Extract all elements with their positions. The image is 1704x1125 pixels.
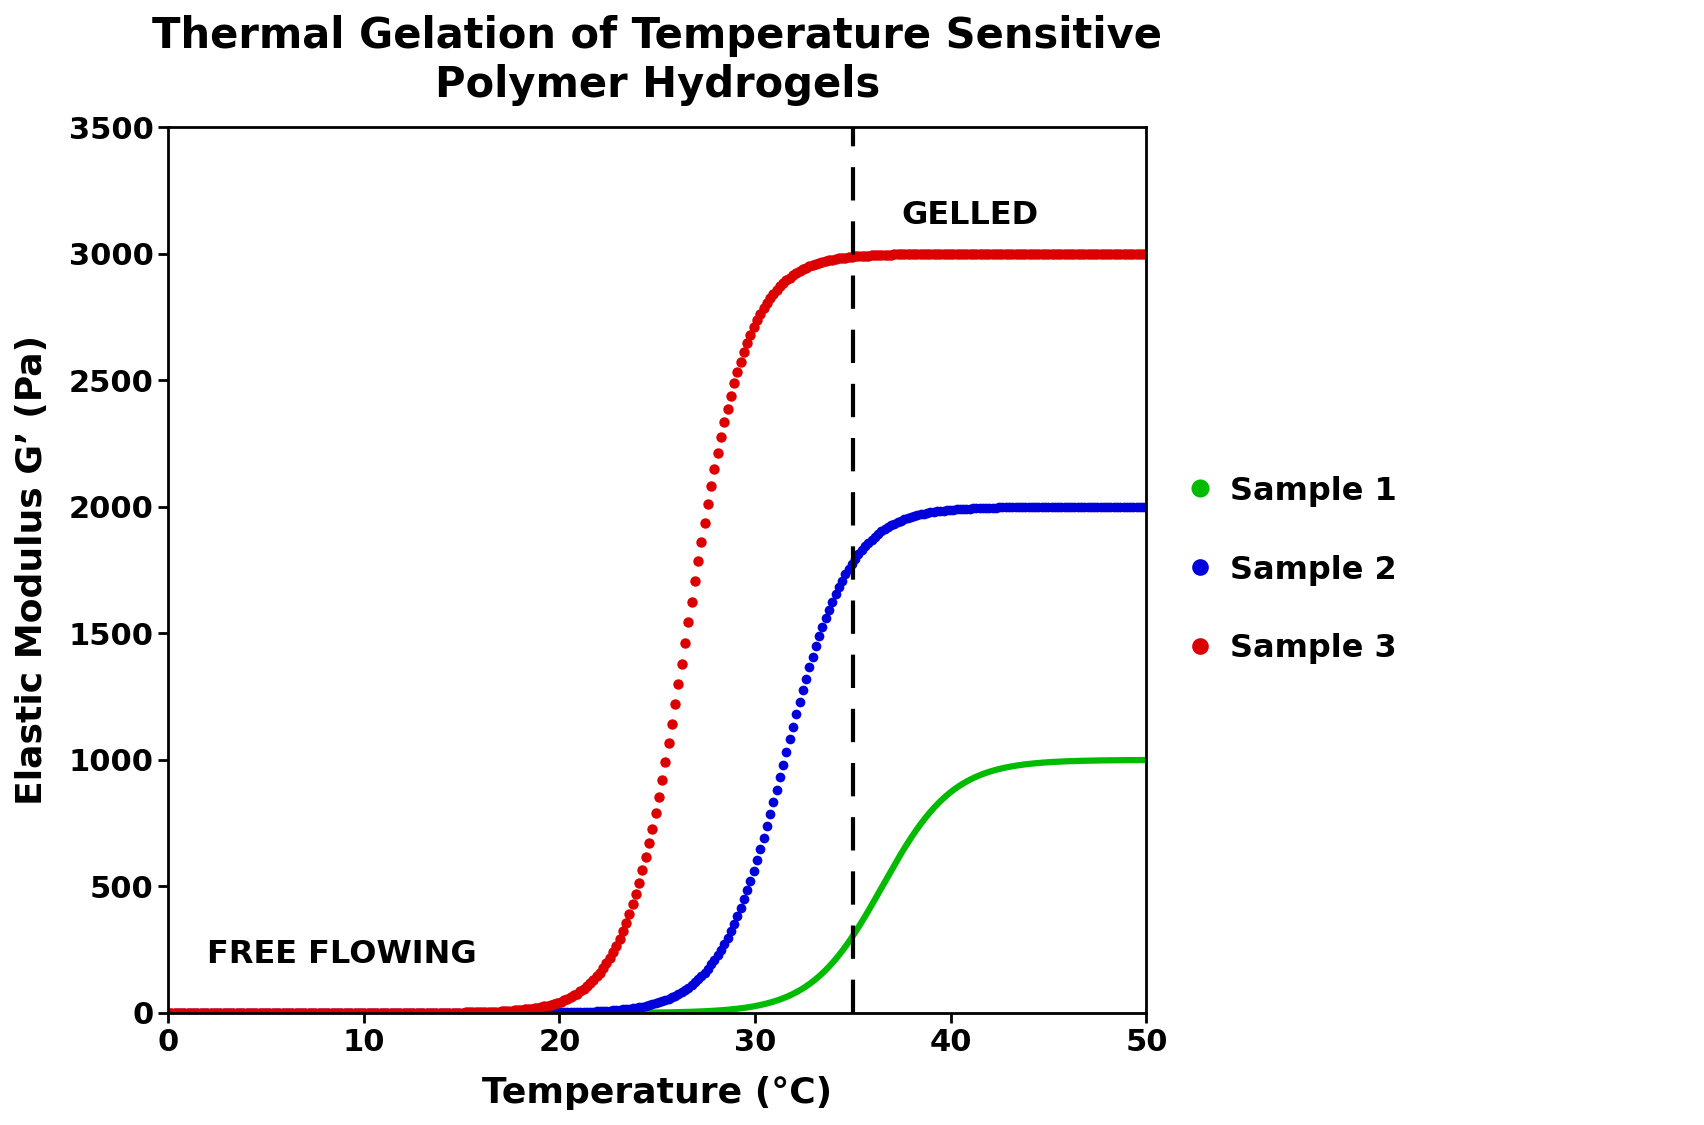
Legend: Sample 1, Sample 2, Sample 3: Sample 1, Sample 2, Sample 3 xyxy=(1183,462,1409,677)
Sample 3 xyxy=(983,248,1004,261)
Sample 1 xyxy=(158,1006,179,1019)
Sample 1 xyxy=(608,1006,629,1019)
Sample 3 xyxy=(162,1006,182,1019)
Line: Sample 1: Sample 1 xyxy=(169,760,1147,1012)
Line: Sample 2: Sample 2 xyxy=(164,502,1152,1018)
Sample 3 xyxy=(740,328,760,342)
Sample 3 xyxy=(757,296,777,309)
Sample 3 xyxy=(736,336,757,350)
Sample 3 xyxy=(158,1006,179,1019)
Sample 1 xyxy=(208,1006,228,1019)
Text: GELLED: GELLED xyxy=(901,200,1039,232)
Sample 1 xyxy=(929,796,949,810)
X-axis label: Temperature (°C): Temperature (°C) xyxy=(482,1076,832,1110)
Sample 2 xyxy=(158,1006,179,1019)
Line: Sample 3: Sample 3 xyxy=(164,249,1152,1018)
Sample 2 xyxy=(983,501,1004,514)
Text: FREE FLOWING: FREE FLOWING xyxy=(208,939,477,970)
Sample 2 xyxy=(736,883,757,897)
Sample 2 xyxy=(1137,500,1157,513)
Sample 2 xyxy=(740,874,760,888)
Sample 1 xyxy=(1137,754,1157,767)
Sample 2 xyxy=(162,1006,182,1019)
Title: Thermal Gelation of Temperature Sensitive
Polymer Hydrogels: Thermal Gelation of Temperature Sensitiv… xyxy=(152,15,1162,106)
Sample 1 xyxy=(634,1006,654,1019)
Sample 1 xyxy=(1108,754,1128,767)
Y-axis label: Elastic Modulus G’ (Pa): Elastic Modulus G’ (Pa) xyxy=(15,335,49,806)
Sample 2 xyxy=(757,820,777,834)
Sample 3 xyxy=(1137,248,1157,261)
Sample 1 xyxy=(1108,754,1128,767)
Sample 2 xyxy=(1045,501,1065,514)
Sample 3 xyxy=(1045,248,1065,261)
